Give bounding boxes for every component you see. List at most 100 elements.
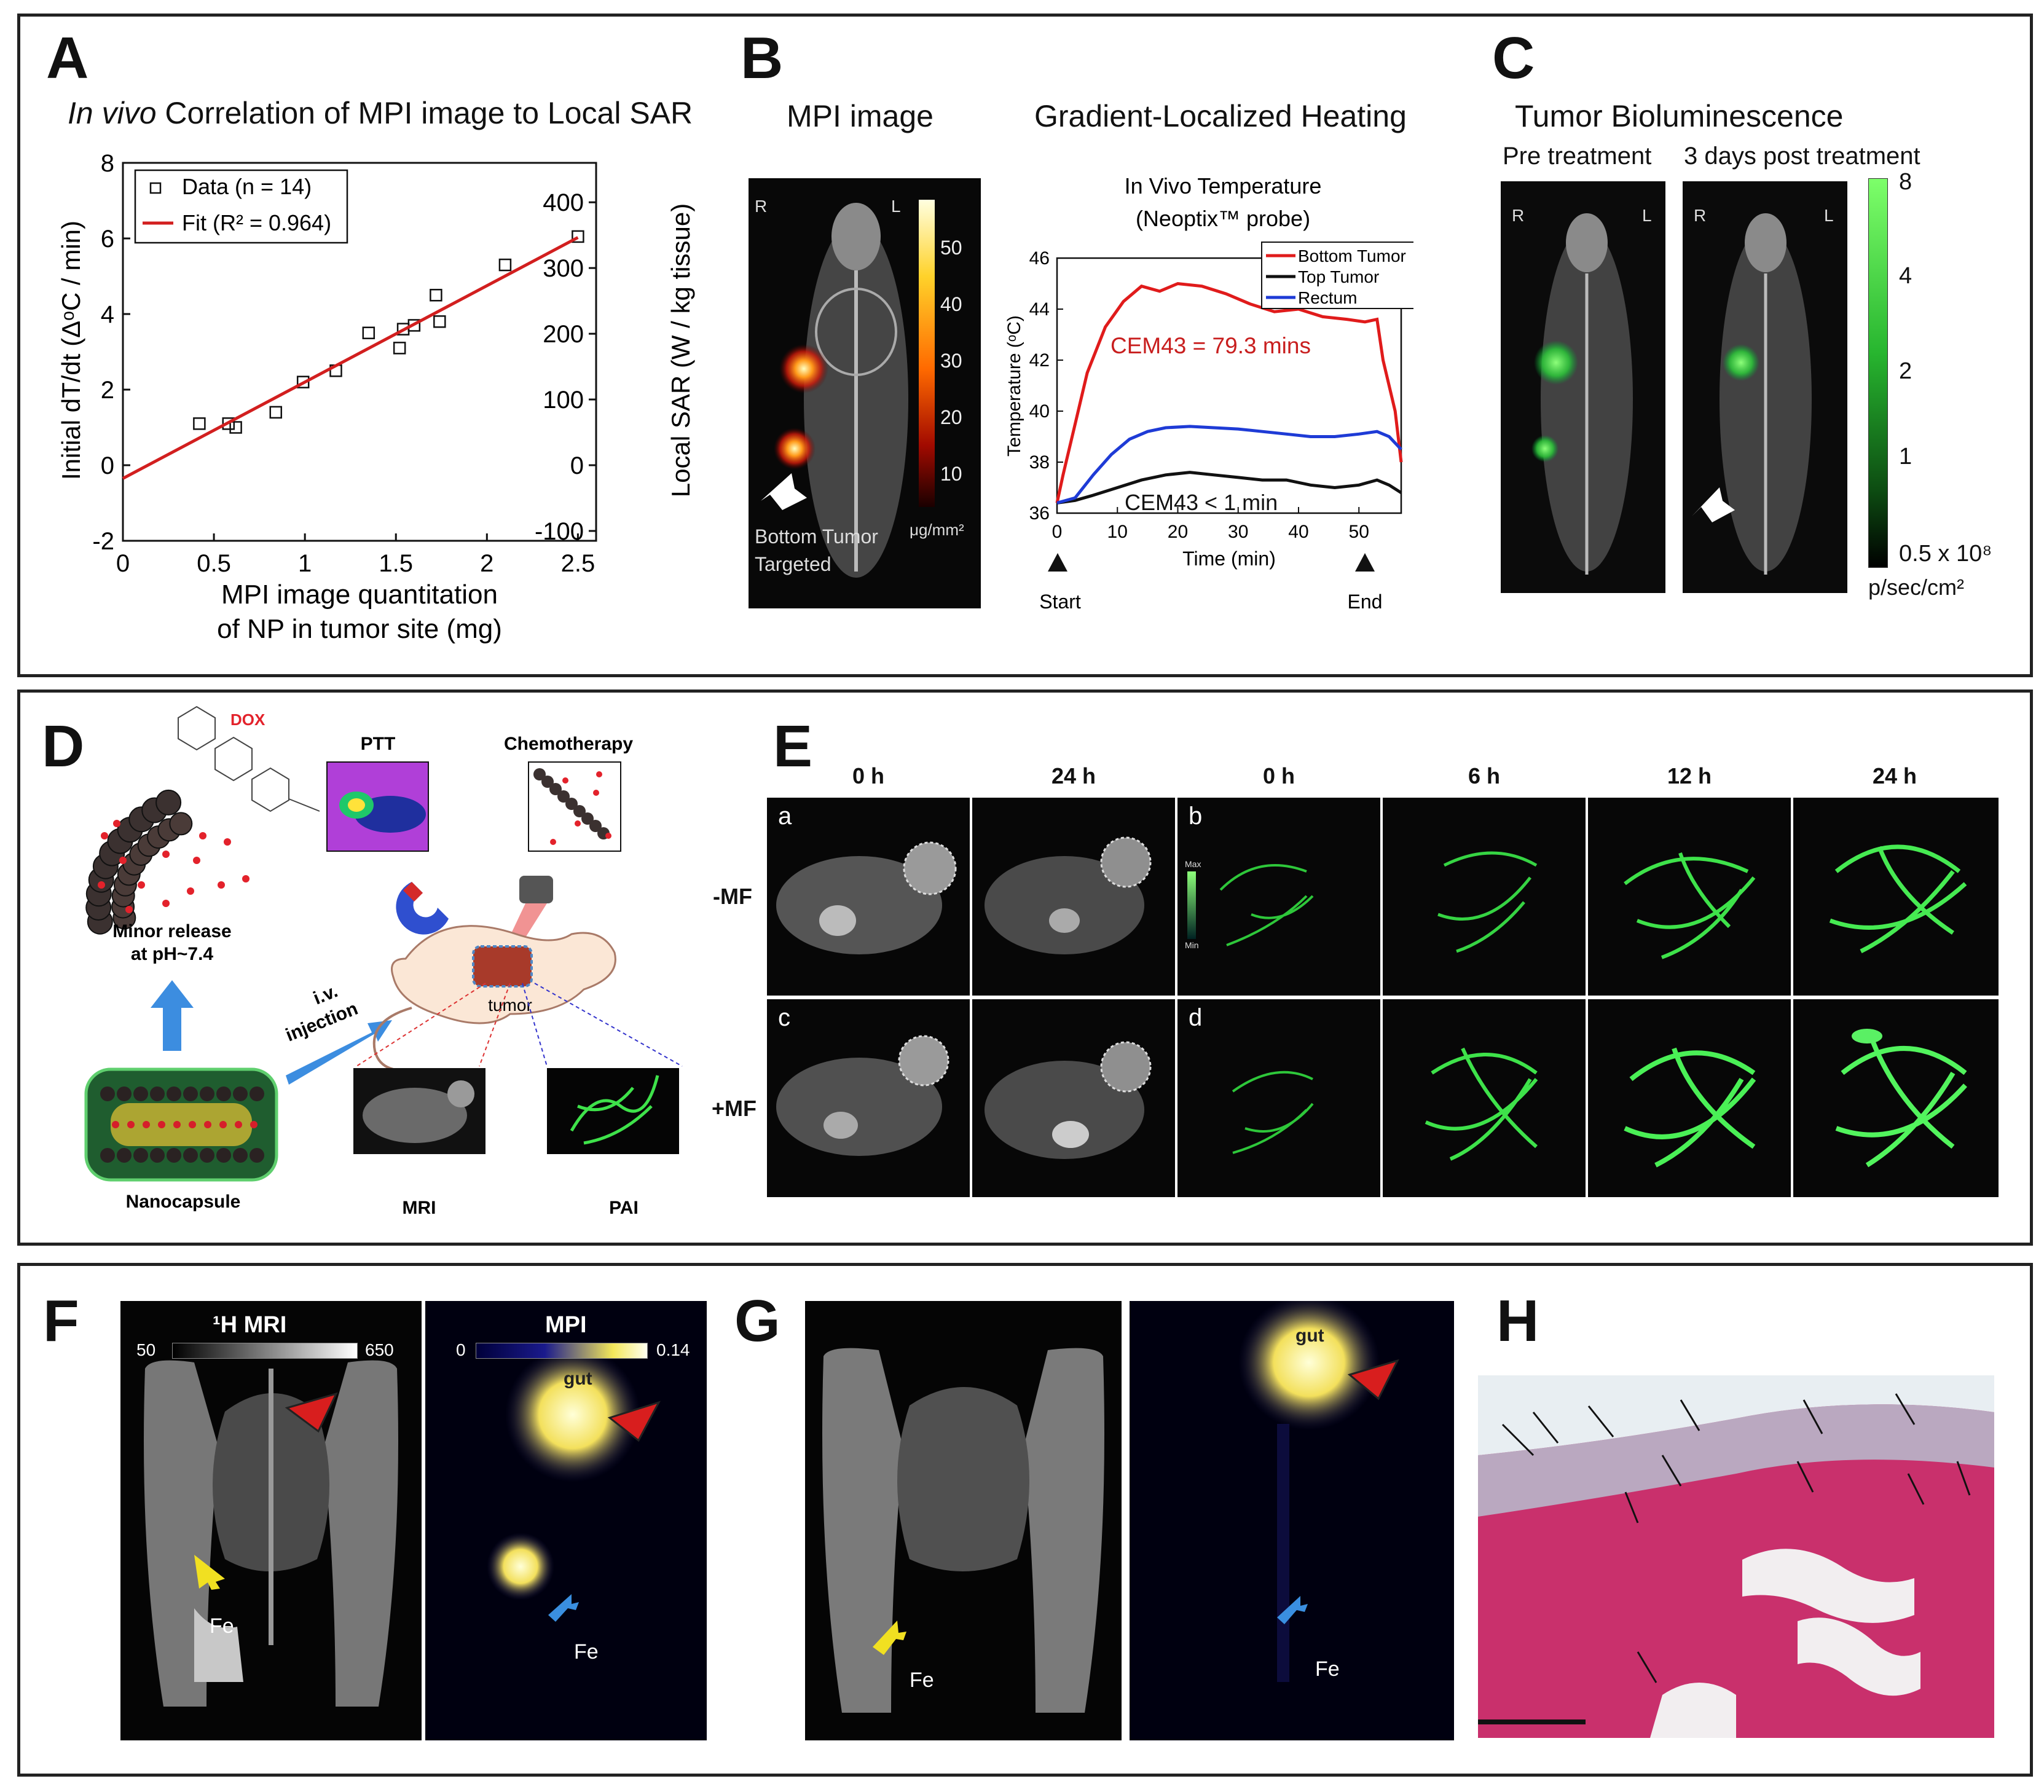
panel-f-mpi-gut: gut [564, 1369, 592, 1389]
d-red-dot [119, 857, 127, 864]
panel-d-nanocapsule-label: Nanocapsule [126, 1192, 241, 1212]
panel-c-colorbar [1868, 178, 1888, 568]
h-arrow [1624, 1491, 1639, 1523]
panel-c-post-L: L [1824, 206, 1834, 225]
d-capsule-sphere [200, 1087, 214, 1101]
a-data-point [362, 326, 375, 339]
panel-b-mpi-title: MPI image [787, 99, 934, 133]
a-data-point [572, 230, 584, 243]
panel-d-nanocapsule-core [111, 1103, 252, 1146]
panel-a-title: In vivo Correlation of MPI image to Loca… [68, 95, 693, 131]
panel-d-pai-thumb [547, 1068, 679, 1154]
d-capsule-red [204, 1121, 211, 1128]
panel-d-pai-label: PAI [609, 1198, 639, 1218]
panel-b-start-label: Start [1039, 591, 1081, 613]
panel-c-pre-image: R L [1501, 181, 1665, 593]
panel-a-legend-square-marker [149, 182, 162, 194]
panel-b-cem-black: CEM43 < 1 min [1125, 490, 1278, 515]
panel-g-mpi-gut: gut [1295, 1326, 1324, 1346]
panel-e-c1: c [767, 999, 970, 1197]
d-capsule-sphere [117, 1087, 132, 1101]
e-col-header: 6 h [1468, 763, 1500, 788]
d-capsule-red [219, 1121, 227, 1128]
h-arrow [1680, 1399, 1700, 1431]
d-chemo-sphere [573, 805, 586, 817]
panel-a-title-rest: Correlation of MPI image to Local SAR [156, 96, 693, 130]
d-chemo-dot [605, 833, 611, 839]
a-xtick-label: 1 [298, 550, 312, 577]
d-capsule-red [189, 1121, 196, 1128]
d-capsule-sphere [183, 1148, 198, 1163]
b-ytick-label: 42 [1029, 350, 1050, 371]
panel-d-connector-4 [534, 983, 683, 1067]
panel-f-mpi-image: MPI 0 0.14 gut Fe [425, 1301, 707, 1740]
h-arrow [1501, 1423, 1535, 1456]
panel-e-letter: E [773, 713, 813, 779]
panel-f-mri-colorbar [172, 1343, 358, 1359]
panel-a-legend-fit: Fit (R² = 0.964) [182, 210, 331, 235]
d-capsule-sphere [233, 1148, 248, 1163]
d-capsule-red [250, 1121, 257, 1128]
a-ytick-label: 4 [101, 301, 114, 328]
a-xtick-label: 2 [480, 550, 493, 577]
panel-d-mri-thumb-tumor [447, 1080, 474, 1107]
panel-e-d3 [1588, 999, 1791, 1197]
panel-e-a1: a [767, 798, 970, 996]
a-xtick-label: 0.5 [197, 550, 231, 577]
panel-b-heat-title: Gradient-Localized Heating [1034, 99, 1407, 133]
a-ytick-label: 0 [101, 452, 114, 479]
b-xtick-label: 10 [1107, 522, 1128, 542]
panel-g-mpi-image: gut Fe [1130, 1301, 1454, 1740]
b-xtick-label: 40 [1288, 522, 1308, 542]
panel-a-title-italic: In vivo [68, 96, 157, 130]
d-capsule-sphere [117, 1148, 132, 1163]
c-cbar-tick: 1 [1899, 444, 1912, 470]
a-y2tick-label: 0 [570, 452, 584, 479]
panel-f-mri-image: ¹H MRI 50 650 Fe [120, 1301, 422, 1740]
panel-d-minor-1: Minor release [112, 921, 231, 941]
panel-f-mpi-fe: Fe [574, 1640, 599, 1664]
panel-e-grid: a b Max Min c d [767, 798, 1999, 1197]
panel-b-temp-title-2: (Neoptix™ probe) [1136, 206, 1310, 231]
panel-c-post-label: 3 days post treatment [1684, 143, 1920, 170]
panel-a-fit-line [122, 236, 579, 480]
panel-h-letter: H [1496, 1288, 1539, 1354]
a-xtick-label: 0 [116, 550, 130, 577]
c-cbar-tick: 8 [1899, 169, 1912, 195]
panel-a-xlabel-1: MPI image quantitation [221, 580, 498, 610]
panel-a-xlabel-2: of NP in tumor site (mg) [217, 614, 502, 644]
panel-b-legend-top-tumor: Top Tumor [1298, 267, 1379, 286]
panel-b-colorbar [919, 200, 935, 507]
panel-d-red-dots [98, 820, 250, 913]
a-xtick-label: 2.5 [561, 550, 596, 577]
panel-g-mri-image: Fe [805, 1301, 1122, 1740]
panel-d-ptt-hotspot-core [348, 798, 365, 812]
d-capsule-sphere [133, 1087, 148, 1101]
panel-a-letter: A [46, 25, 89, 91]
d-chemo-dot [593, 790, 599, 796]
d-red-dot [162, 900, 170, 907]
panel-c-post-R: R [1694, 206, 1707, 225]
c-cbar-tick: 2 [1899, 358, 1912, 384]
d-chemo-dot [550, 839, 556, 845]
d-capsule-sphere [216, 1087, 231, 1101]
panel-b-colorbar-unit: μg/mm² [910, 521, 964, 539]
panel-c-unit: p/sec/cm² [1868, 575, 1965, 600]
panel-c-title: Tumor Bioluminescence [1515, 99, 1844, 133]
b-cbar-tick: 20 [940, 406, 962, 428]
b-cbar-tick: 30 [940, 350, 962, 372]
panel-d-dox-molecule [178, 705, 320, 812]
d-capsule-red [112, 1121, 119, 1128]
panel-f-mri-title: ¹H MRI [213, 1312, 287, 1338]
panel-h-histology [1478, 1375, 1994, 1738]
h-arrow [1532, 1412, 1559, 1444]
panel-e-d4 [1793, 999, 1999, 1197]
b-xtick-label: 0 [1052, 522, 1063, 542]
panel-g-mpi-signal [1238, 1301, 1399, 1682]
h-arrow [1895, 1393, 1916, 1425]
panel-e-a2 [972, 798, 1175, 996]
panel-d-tumor-label: tumor [488, 996, 532, 1015]
d-capsule-red [143, 1121, 150, 1128]
b-ytick-label: 38 [1029, 452, 1050, 473]
d-chemo-dot [596, 771, 602, 777]
